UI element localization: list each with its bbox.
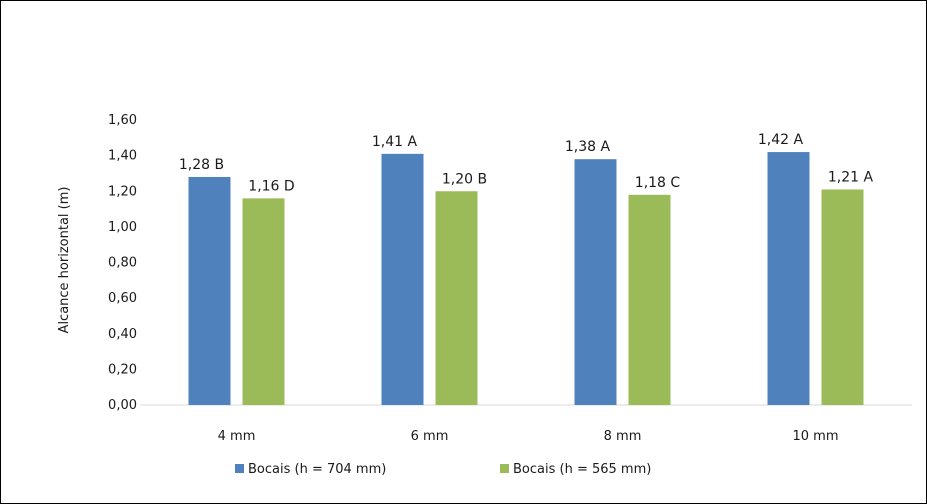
bar-series-2 bbox=[628, 194, 671, 405]
data-label: 1,18 C bbox=[635, 175, 681, 191]
x-tick-labels: 4 mm 6 mm 8 mm 10 mm bbox=[218, 429, 839, 444]
y-tick-label: 0,00 bbox=[108, 398, 137, 413]
y-tick-label: 1,60 bbox=[108, 113, 137, 128]
x-tick-label: 8 mm bbox=[604, 429, 642, 444]
bar-series-1 bbox=[188, 177, 231, 405]
legend: Bocais (h = 704 mm) Bocais (h = 565 mm) bbox=[235, 462, 651, 477]
data-label: 1,28 B bbox=[179, 157, 224, 173]
data-labels: 1,28 B 1,16 D 1,41 A 1,20 B 1,38 A 1,18 C 1,42… bbox=[179, 132, 874, 194]
x-tick-label: 6 mm bbox=[411, 429, 449, 444]
y-tick-label: 0,40 bbox=[108, 327, 137, 342]
y-tick-labels: 0,00 0,20 0,40 0,60 0,80 1,00 1,20 1,40 1,60 bbox=[108, 113, 137, 413]
data-label: 1,41 A bbox=[372, 134, 418, 150]
data-label: 1,16 D bbox=[248, 178, 294, 194]
bar-series-1 bbox=[381, 153, 424, 405]
legend-swatch bbox=[235, 464, 244, 473]
y-tick-label: 0,60 bbox=[108, 291, 137, 306]
bar-series-2 bbox=[242, 198, 285, 405]
y-axis-title: Alcance horizontal (m) bbox=[57, 187, 72, 334]
bars bbox=[188, 152, 864, 405]
legend-swatch bbox=[500, 464, 509, 473]
data-label: 1,42 A bbox=[758, 132, 804, 148]
y-tick-label: 0,80 bbox=[108, 256, 137, 271]
y-axis-label: Alcance horizontal (m) bbox=[57, 187, 72, 334]
data-label: 1,20 B bbox=[442, 171, 487, 187]
y-tick-label: 1,20 bbox=[108, 184, 137, 199]
data-label: 1,21 A bbox=[828, 169, 874, 185]
data-label: 1,38 A bbox=[565, 139, 611, 155]
legend-label: Bocais (h = 565 mm) bbox=[513, 462, 651, 477]
bar-series-1 bbox=[574, 159, 617, 405]
bar-series-2 bbox=[435, 191, 478, 405]
legend-label: Bocais (h = 704 mm) bbox=[248, 462, 386, 477]
bar-series-2 bbox=[821, 189, 864, 405]
x-tick-label: 10 mm bbox=[792, 429, 838, 444]
y-tick-label: 1,00 bbox=[108, 220, 137, 235]
y-tick-label: 1,40 bbox=[108, 149, 137, 164]
x-tick-label: 4 mm bbox=[218, 429, 256, 444]
y-tick-label: 0,20 bbox=[108, 362, 137, 377]
bar-series-1 bbox=[767, 152, 810, 405]
